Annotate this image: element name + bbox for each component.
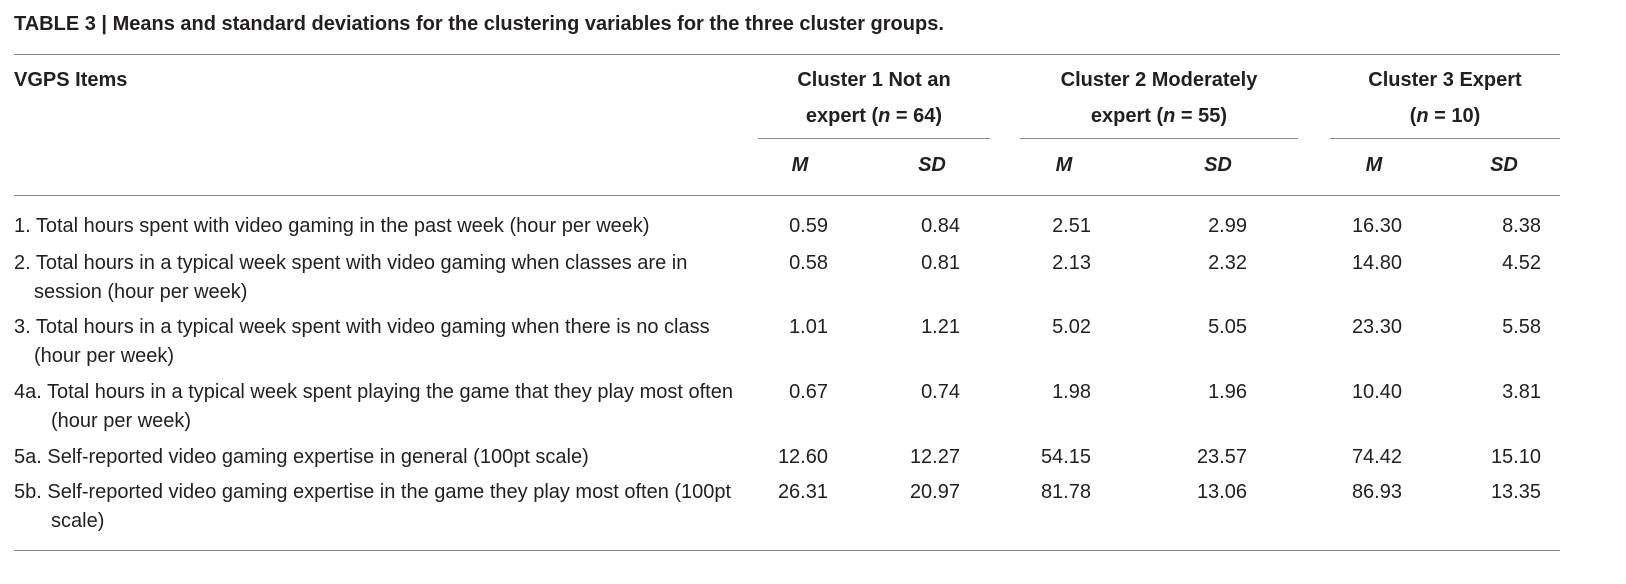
cluster-1-m-value: 0.59 (789, 215, 828, 237)
item-label: 1. Total hours spent with video gaming i… (14, 215, 650, 237)
cluster-2-m-value: 1.98 (1052, 381, 1091, 403)
cluster-2-m-value: 81.78 (1040, 481, 1091, 503)
cluster-3-header: Cluster 3 Expert (n = 10) (1330, 62, 1560, 134)
cluster-3-sd-value: 13.35 (1490, 481, 1541, 503)
cluster-2-header-line2: expert (n = 55) (1020, 98, 1298, 134)
cluster-1-n-pre: expert ( (805, 105, 879, 127)
cluster-3-sd-value: 3.81 (1502, 381, 1541, 403)
cluster-1-sd-value: 20.97 (909, 481, 960, 503)
cluster-3-m-value: 10.40 (1351, 381, 1402, 403)
cluster-1-sd-value: 12.27 (909, 446, 960, 468)
cluster-1-header-line1: Cluster 1 Not an (797, 69, 951, 91)
cluster-3-m-value: 23.30 (1351, 316, 1402, 338)
cluster-1-sd-value: 1.21 (921, 316, 960, 338)
cluster-3-m-value: 16.30 (1351, 215, 1402, 237)
cluster-3-sd-value: 8.38 (1502, 215, 1541, 237)
cluster-1-sd-value: 0.74 (921, 381, 960, 403)
cluster-1-header: Cluster 1 Not an expert (n = 64) (758, 62, 990, 134)
cluster-2-header-line1: Cluster 2 Moderately (1060, 69, 1258, 91)
cluster-1-sd-value: 0.81 (921, 252, 960, 274)
cluster-1-m-value: 12.60 (777, 446, 828, 468)
item-label: 5a. Self-reported video gaming expertise… (14, 446, 589, 468)
cluster-1-m-value: 26.31 (777, 481, 828, 503)
cluster-3-m-value: 74.42 (1351, 446, 1402, 468)
cluster-3-header-line1: Cluster 3 Expert (1368, 69, 1522, 91)
cluster-3-m-value: 86.93 (1351, 481, 1402, 503)
cluster-2-underline (1020, 138, 1298, 139)
cluster-2-m-header: M (1055, 154, 1073, 176)
cluster-1-m-value: 0.58 (789, 252, 828, 274)
cluster-1-m-value: 1.01 (789, 316, 828, 338)
cluster-1-header-line2: expert (n = 64) (758, 98, 990, 134)
cluster-1-n-post: = 64) (890, 105, 943, 127)
item-label: 3. Total hours in a typical week spent w… (14, 316, 710, 367)
cluster-3-sd-value: 4.52 (1502, 252, 1541, 274)
cluster-3-n-post: = 10) (1428, 105, 1481, 127)
items-column-label: VGPS Items (14, 69, 128, 91)
cluster-1-m-header: M (791, 154, 809, 176)
cluster-3-m-header: M (1365, 154, 1383, 176)
cluster-2-sd-value: 13.06 (1196, 481, 1247, 503)
cluster-3-sd-value: 5.58 (1502, 316, 1541, 338)
item-label: 4a. Total hours in a typical week spent … (14, 381, 733, 432)
cluster-2-m-value: 2.13 (1052, 252, 1091, 274)
items-column-header: VGPS Items (14, 62, 127, 98)
cluster-2-m-value: 2.51 (1052, 215, 1091, 237)
cluster-3-n-pre: ( (1409, 105, 1417, 127)
cluster-2-n-post: = 55) (1175, 105, 1228, 127)
cluster-2-sd-value: 5.05 (1208, 316, 1247, 338)
item-label: 5b. Self-reported video gaming expertise… (14, 481, 732, 532)
cluster-2-sd-value: 2.32 (1208, 252, 1247, 274)
cluster-2-n-pre: expert ( (1090, 105, 1164, 127)
cluster-1-sd-value: 0.84 (921, 215, 960, 237)
cluster-3-header-line2: (n = 10) (1330, 98, 1560, 134)
top-rule (14, 54, 1560, 55)
bottom-rule (14, 550, 1560, 551)
cluster-3-m-value: 14.80 (1351, 252, 1402, 274)
cluster-1-underline (758, 138, 990, 139)
cluster-2-n-var: n (1163, 105, 1176, 127)
cluster-2-sd-value: 2.99 (1208, 215, 1247, 237)
cluster-3-n-var: n (1416, 105, 1429, 127)
cluster-2-m-value: 54.15 (1040, 446, 1091, 468)
item-label: 2. Total hours in a typical week spent w… (14, 252, 688, 303)
cluster-1-m-value: 0.67 (789, 381, 828, 403)
cluster-1-sd-header: SD (918, 154, 946, 176)
cluster-2-m-value: 5.02 (1052, 316, 1091, 338)
cluster-3-underline (1330, 138, 1560, 139)
cluster-2-sd-header: SD (1204, 154, 1232, 176)
cluster-2-sd-value: 1.96 (1208, 381, 1247, 403)
cluster-3-sd-value: 15.10 (1490, 446, 1541, 468)
cluster-2-sd-value: 23.57 (1196, 446, 1247, 468)
header-bottom-rule (14, 195, 1560, 196)
cluster-1-n-var: n (878, 105, 891, 127)
cluster-3-sd-header: SD (1490, 154, 1518, 176)
table-caption: TABLE 3 | Means and standard deviations … (14, 13, 944, 35)
cluster-2-header: Cluster 2 Moderately expert (n = 55) (1020, 62, 1298, 134)
